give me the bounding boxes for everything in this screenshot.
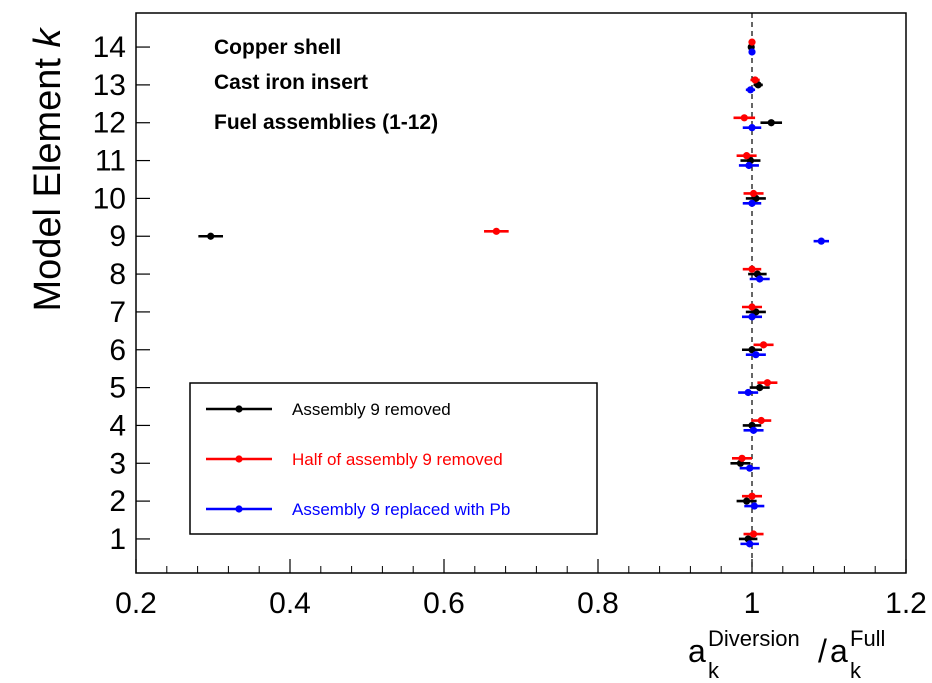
series-group: [198, 38, 829, 548]
legend-marker: [235, 405, 243, 413]
data-point: [746, 86, 755, 94]
x-label-denominator-base: a: [830, 633, 848, 669]
data-point: [767, 119, 775, 127]
x-tick-label: 0.8: [577, 587, 619, 620]
data-point: [749, 426, 758, 434]
series-2: [484, 38, 778, 538]
data-point: [748, 492, 756, 500]
y-tick-label: 12: [93, 107, 126, 140]
data-point: [738, 454, 746, 462]
x-label-slash: /: [818, 633, 827, 669]
legend-label: Half of assembly 9 removed: [292, 450, 503, 469]
annotation-fuel-assemblies: Fuel assemblies (1-12): [214, 111, 438, 134]
annotation-copper-shell: Copper shell: [214, 36, 341, 59]
data-point: [749, 189, 758, 198]
data-point: [743, 497, 751, 505]
y-tick-label: 3: [109, 447, 126, 480]
y-tick-label: 2: [109, 485, 126, 518]
data-point: [748, 265, 756, 273]
data-point: [752, 308, 760, 316]
x-label-denominator-sup: Full: [850, 626, 885, 651]
y-tick-label: 5: [109, 372, 126, 405]
data-point: [759, 341, 768, 349]
x-tick-label: 0.4: [269, 587, 311, 620]
y-tick-label: 10: [93, 182, 126, 215]
y-tick-label: 13: [93, 69, 126, 102]
data-point: [763, 379, 772, 387]
legend-marker: [235, 455, 243, 463]
data-point: [744, 388, 752, 397]
data-point: [752, 351, 760, 359]
y-tick-label: 1: [109, 523, 126, 556]
y-tick-label: 9: [109, 220, 126, 253]
data-point: [748, 48, 756, 56]
data-point: [746, 540, 754, 548]
y-tick-label: 6: [109, 334, 126, 367]
annotation-cast-iron-insert: Cast iron insert: [214, 71, 368, 94]
data-point: [749, 530, 758, 538]
data-point: [745, 161, 753, 170]
y-tick-label: 8: [109, 258, 126, 291]
data-point: [748, 38, 756, 46]
data-point: [207, 232, 215, 240]
y-tick-label: 7: [109, 296, 126, 329]
data-point: [748, 346, 756, 354]
data-point: [746, 464, 754, 472]
data-point: [748, 199, 756, 207]
legend: Assembly 9 removed Half of assembly 9 rem…: [189, 382, 598, 535]
legend-marker: [235, 505, 243, 513]
x-tick-label: 0.6: [423, 587, 465, 620]
annotations: Copper shell Cast iron insert Fuel assem…: [214, 36, 438, 134]
legend-label: Assembly 9 removed: [292, 400, 451, 419]
x-tick-label: 1: [744, 587, 761, 620]
plot-frame: [135, 12, 907, 574]
data-point: [750, 502, 758, 510]
data-point: [748, 313, 756, 321]
x-label-numerator-sub: k: [708, 658, 720, 683]
y-tick-label: 14: [93, 31, 126, 64]
data-point: [817, 237, 825, 245]
data-point: [751, 76, 759, 84]
legend-label: Assembly 9 replaced with Pb: [292, 500, 510, 519]
data-point: [756, 383, 764, 392]
data-point: [492, 227, 500, 235]
data-point: [748, 124, 756, 132]
data-point: [740, 114, 748, 122]
y-axis-label-variable: k: [27, 26, 69, 47]
x-tick-label: 0.2: [115, 587, 157, 620]
x-label-numerator-base: a: [688, 633, 706, 669]
x-label-denominator-sub: k: [850, 658, 862, 683]
data-point: [757, 416, 765, 425]
data-point: [748, 303, 756, 311]
x-label-numerator-sup: Diversion: [708, 626, 800, 651]
y-tick-label: 4: [109, 409, 126, 442]
data-point: [756, 275, 764, 283]
y-axis-label: Model Element k: [27, 26, 69, 311]
x-tick-label: 1.2: [885, 587, 927, 620]
x-axis-label: a Diversion k / a Full k: [688, 626, 885, 683]
series-1: [198, 43, 783, 543]
y-axis-label-text: Model Element: [27, 58, 69, 312]
y-tick-label: 11: [95, 145, 126, 178]
x-axis: 0.2 0.4 0.6 0.8 1 1.2: [115, 559, 927, 620]
data-point: [743, 152, 751, 160]
series-3: [738, 48, 829, 548]
